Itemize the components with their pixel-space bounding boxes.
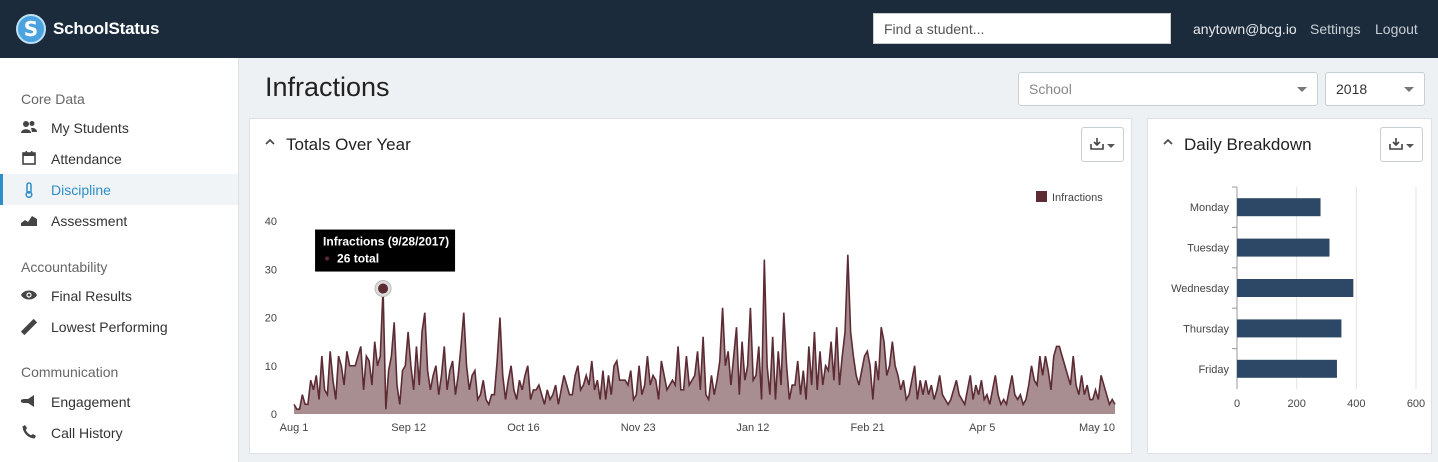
tooltip-point xyxy=(378,283,389,294)
school-select[interactable]: School xyxy=(1018,72,1318,106)
sidebar-item-label: Engagement xyxy=(51,394,131,410)
y-category-label: Thursday xyxy=(1183,323,1229,335)
y-tick-label: 40 xyxy=(265,216,277,228)
x-tick-label: May 10 xyxy=(1079,422,1115,434)
sidebar: Core Data My Students Attendance Discipl… xyxy=(0,58,239,462)
download-dropdown-button[interactable] xyxy=(1380,127,1423,162)
ruler-icon xyxy=(20,318,38,336)
user-email-link[interactable]: anytown@bcg.io xyxy=(1193,21,1297,37)
schoolstatus-logo-icon[interactable]: S xyxy=(16,14,46,44)
sidebar-item-lowest-performing[interactable]: Lowest Performing xyxy=(0,311,238,342)
settings-link[interactable]: Settings xyxy=(1310,21,1361,37)
students-icon xyxy=(20,120,38,136)
phone-icon xyxy=(20,425,38,441)
bar-wednesday xyxy=(1237,279,1354,297)
download-icon xyxy=(1090,138,1104,150)
legend-label: Infractions xyxy=(1052,192,1103,204)
infractions-area-chart: 0 10 20 30 40 Aug 1 Sep 12 Oct 16 Nov 23 Jan 12 Fe… xyxy=(265,191,1116,434)
panel-title: Daily Breakdown xyxy=(1184,135,1312,154)
top-navbar: S SchoolStatus anytown@bcg.io Settings L… xyxy=(0,0,1438,58)
download-dropdown-button[interactable] xyxy=(1081,127,1124,162)
collapse-chevron-icon[interactable] xyxy=(265,137,275,147)
y-category-label: Friday xyxy=(1198,364,1229,376)
y-tick-label: 20 xyxy=(265,313,277,325)
student-search-input[interactable] xyxy=(873,13,1171,44)
tooltip-value: 26 total xyxy=(337,252,379,266)
collapse-chevron-icon[interactable] xyxy=(1163,137,1173,147)
x-tick-label: Aug 1 xyxy=(280,422,309,434)
area-chart-icon xyxy=(20,213,38,229)
sidebar-item-attendance[interactable]: Attendance xyxy=(0,143,238,174)
school-select-placeholder: School xyxy=(1029,81,1072,97)
y-category-label: Wednesday xyxy=(1171,283,1229,295)
x-tick-label: 600 xyxy=(1407,398,1425,410)
brand-name[interactable]: SchoolStatus xyxy=(53,19,160,38)
x-tick-label: 200 xyxy=(1287,398,1305,410)
sidebar-item-my-students[interactable]: My Students xyxy=(0,112,238,143)
sidebar-heading-core-data: Core Data xyxy=(21,91,85,107)
daily-breakdown-bar-chart: Monday Tuesday Wednesday Thursday Friday 0 200… xyxy=(1171,186,1425,410)
daily-breakdown-panel: Daily Breakdown Monday Tuesday Wednesday Th… xyxy=(1147,118,1432,454)
bar-monday xyxy=(1237,198,1321,217)
sidebar-heading-accountability: Accountability xyxy=(21,259,108,275)
download-icon xyxy=(1389,138,1403,150)
page-title: Infractions xyxy=(265,72,390,102)
year-select[interactable]: 2018 xyxy=(1325,72,1425,106)
chevron-down-icon xyxy=(1404,87,1414,92)
bar-tuesday xyxy=(1237,238,1330,257)
x-tick-label: Sep 12 xyxy=(391,422,426,434)
x-tick-label: 400 xyxy=(1347,398,1365,410)
x-tick-label: Oct 16 xyxy=(507,422,539,434)
sidebar-item-label: Lowest Performing xyxy=(51,319,168,335)
sidebar-item-call-history[interactable]: Call History xyxy=(0,417,238,448)
x-tick-label: Feb 21 xyxy=(850,422,884,434)
y-tick-label: 30 xyxy=(265,264,277,276)
sidebar-item-engagement[interactable]: Engagement xyxy=(0,386,238,417)
bar-friday xyxy=(1237,359,1337,378)
chevron-down-icon xyxy=(1107,144,1115,148)
logout-link[interactable]: Logout xyxy=(1375,21,1418,37)
year-select-value: 2018 xyxy=(1336,81,1368,97)
sidebar-item-label: Final Results xyxy=(51,288,132,304)
calendar-icon xyxy=(20,151,38,167)
eye-icon xyxy=(20,288,38,304)
x-tick-label: 0 xyxy=(1234,398,1240,410)
sidebar-item-final-results[interactable]: Final Results xyxy=(0,280,238,311)
infractions-line xyxy=(293,254,1116,410)
x-tick-label: Jan 12 xyxy=(736,422,769,434)
tooltip-box xyxy=(315,229,456,272)
chevron-down-icon xyxy=(1406,144,1414,148)
sidebar-item-label: Discipline xyxy=(51,182,111,198)
sidebar-item-assessment[interactable]: Assessment xyxy=(0,205,238,236)
sidebar-item-discipline[interactable]: Discipline xyxy=(0,174,238,205)
totals-over-year-panel: Totals Over Year 0 10 20 30 40 Aug 1 Sep 12 Oct… xyxy=(249,118,1132,454)
sidebar-item-label: My Students xyxy=(51,120,129,136)
bar-thursday xyxy=(1237,319,1342,338)
y-tick-label: 10 xyxy=(265,361,277,373)
sidebar-item-label: Attendance xyxy=(51,151,122,167)
y-category-label: Monday xyxy=(1190,202,1230,214)
x-tick-label: Apr 5 xyxy=(969,422,995,434)
y-tick-label: 0 xyxy=(271,409,277,421)
x-tick-label: Nov 23 xyxy=(621,422,656,434)
chevron-down-icon xyxy=(1297,87,1307,92)
infractions-area xyxy=(294,254,1115,414)
tooltip-bullet xyxy=(325,256,330,261)
megaphone-icon xyxy=(20,394,38,410)
sidebar-item-label: Call History xyxy=(51,425,123,441)
tooltip-title: Infractions (9/28/2017) xyxy=(323,235,449,249)
legend-swatch xyxy=(1036,191,1047,202)
sidebar-heading-communication: Communication xyxy=(21,364,119,380)
sidebar-item-label: Assessment xyxy=(51,213,128,229)
panel-title: Totals Over Year xyxy=(286,135,411,154)
thermometer-icon xyxy=(20,182,38,199)
y-category-label: Tuesday xyxy=(1187,243,1229,255)
